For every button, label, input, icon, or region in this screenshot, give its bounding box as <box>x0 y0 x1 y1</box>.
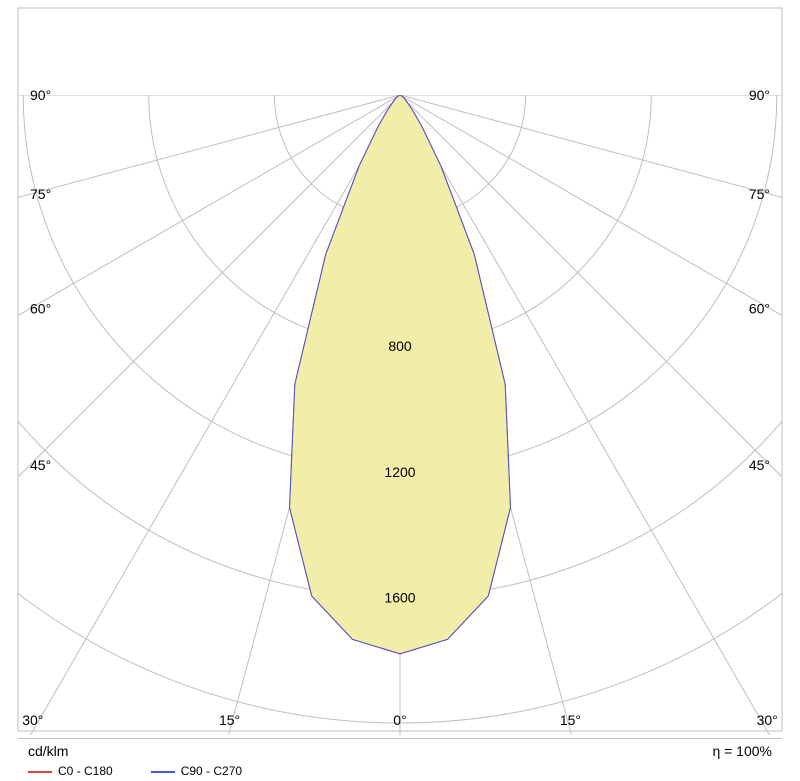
svg-text:45°: 45° <box>749 457 770 473</box>
svg-text:90°: 90° <box>749 87 770 103</box>
svg-text:60°: 60° <box>30 301 51 317</box>
svg-text:90°: 90° <box>30 87 51 103</box>
svg-text:30°: 30° <box>757 712 778 728</box>
svg-text:75°: 75° <box>30 186 51 202</box>
footer-divider <box>18 738 782 739</box>
svg-text:15°: 15° <box>219 712 240 728</box>
unit-label: cd/klm <box>28 743 68 759</box>
svg-text:1200: 1200 <box>384 464 415 480</box>
polar-chart: 800 1200 1600 0° 15° 15° 30° 30° 45° 45° 60° 60° 75°… <box>0 0 800 735</box>
svg-text:45°: 45° <box>30 457 51 473</box>
legend: C0 - C180 C90 - C270 <box>28 764 280 778</box>
legend-item: C0 - C180 <box>28 764 113 778</box>
svg-text:75°: 75° <box>749 186 770 202</box>
legend-item: C90 - C270 <box>151 764 242 778</box>
svg-text:30°: 30° <box>22 712 43 728</box>
svg-text:60°: 60° <box>749 301 770 317</box>
svg-text:0°: 0° <box>393 712 406 728</box>
svg-text:1600: 1600 <box>384 589 415 605</box>
svg-text:15°: 15° <box>560 712 581 728</box>
eta-label: η = 100% <box>712 743 772 759</box>
svg-text:800: 800 <box>388 338 412 354</box>
